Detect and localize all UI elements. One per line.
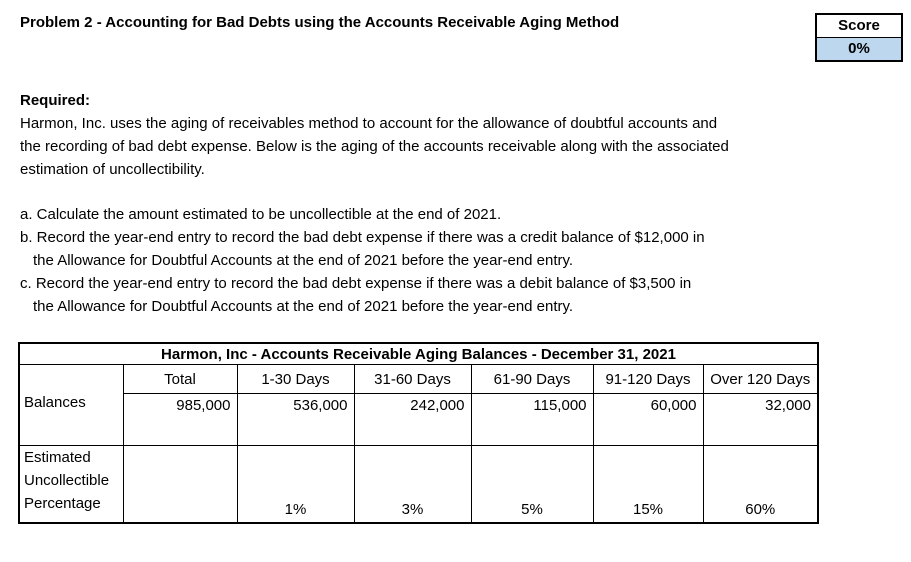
corner-cell	[18, 364, 124, 394]
balances-over-120-cell: 32,000	[702, 393, 819, 446]
task-b-line-2: the Allowance for Doubtful Accounts at t…	[33, 252, 574, 269]
estimated-61-90-cell: 5%	[470, 445, 594, 524]
problem-title: Problem 2 - Accounting for Bad Debts usi…	[20, 14, 620, 31]
task-a: a. Calculate the amount estimated to be …	[20, 206, 502, 223]
task-c-line-1: c. Record the year-end entry to record t…	[20, 275, 692, 292]
balances-31-60-cell: 242,000	[353, 393, 472, 446]
balances-row-label: Balances	[18, 393, 124, 446]
col-header-over-120-days: Over 120 Days	[702, 364, 819, 394]
score-label: Score	[817, 15, 901, 38]
estimated-over-120-cell: 60%	[702, 445, 819, 524]
col-header-1-30-days: 1-30 Days	[236, 364, 355, 394]
balances-1-30-cell: 536,000	[236, 393, 355, 446]
score-value: 0%	[817, 38, 901, 60]
required-line-1: Harmon, Inc. uses the aging of receivabl…	[20, 115, 718, 132]
balances-row: Balances 985,000 536,000 242,000 115,000…	[18, 393, 819, 446]
table-header-row: Total 1-30 Days 31-60 Days 61-90 Days 91…	[18, 364, 819, 394]
col-header-total: Total	[122, 364, 238, 394]
balances-61-90-cell: 115,000	[470, 393, 594, 446]
task-c-line-2: the Allowance for Doubtful Accounts at t…	[33, 298, 574, 315]
table-title: Harmon, Inc - Accounts Receivable Aging …	[18, 342, 819, 365]
estimated-percentage-row: Estimated Uncollectible Percentage 1% 3%…	[18, 445, 819, 524]
estimated-row-label: Estimated Uncollectible Percentage	[18, 445, 124, 524]
required-heading: Required:	[20, 92, 91, 109]
col-header-31-60-days: 31-60 Days	[353, 364, 472, 394]
estimated-91-120-cell: 15%	[592, 445, 704, 524]
required-line-3: estimation of uncollectibility.	[20, 161, 205, 178]
balances-91-120-cell: 60,000	[592, 393, 704, 446]
table-title-row: Harmon, Inc - Accounts Receivable Aging …	[18, 342, 819, 365]
estimated-31-60-cell: 3%	[353, 445, 472, 524]
required-section: Required: Harmon, Inc. uses the aging of…	[20, 89, 729, 181]
col-header-61-90-days: 61-90 Days	[470, 364, 594, 394]
aging-table: Harmon, Inc - Accounts Receivable Aging …	[18, 342, 819, 524]
estimated-total-cell	[122, 445, 238, 524]
col-header-91-120-days: 91-120 Days	[592, 364, 704, 394]
score-box: Score 0%	[815, 13, 903, 62]
required-line-2: the recording of bad debt expense. Below…	[20, 138, 729, 155]
tasks-section: a. Calculate the amount estimated to be …	[20, 203, 705, 318]
estimated-1-30-cell: 1%	[236, 445, 355, 524]
balances-total-cell: 985,000	[122, 393, 238, 446]
task-b-line-1: b. Record the year-end entry to record t…	[20, 229, 705, 246]
